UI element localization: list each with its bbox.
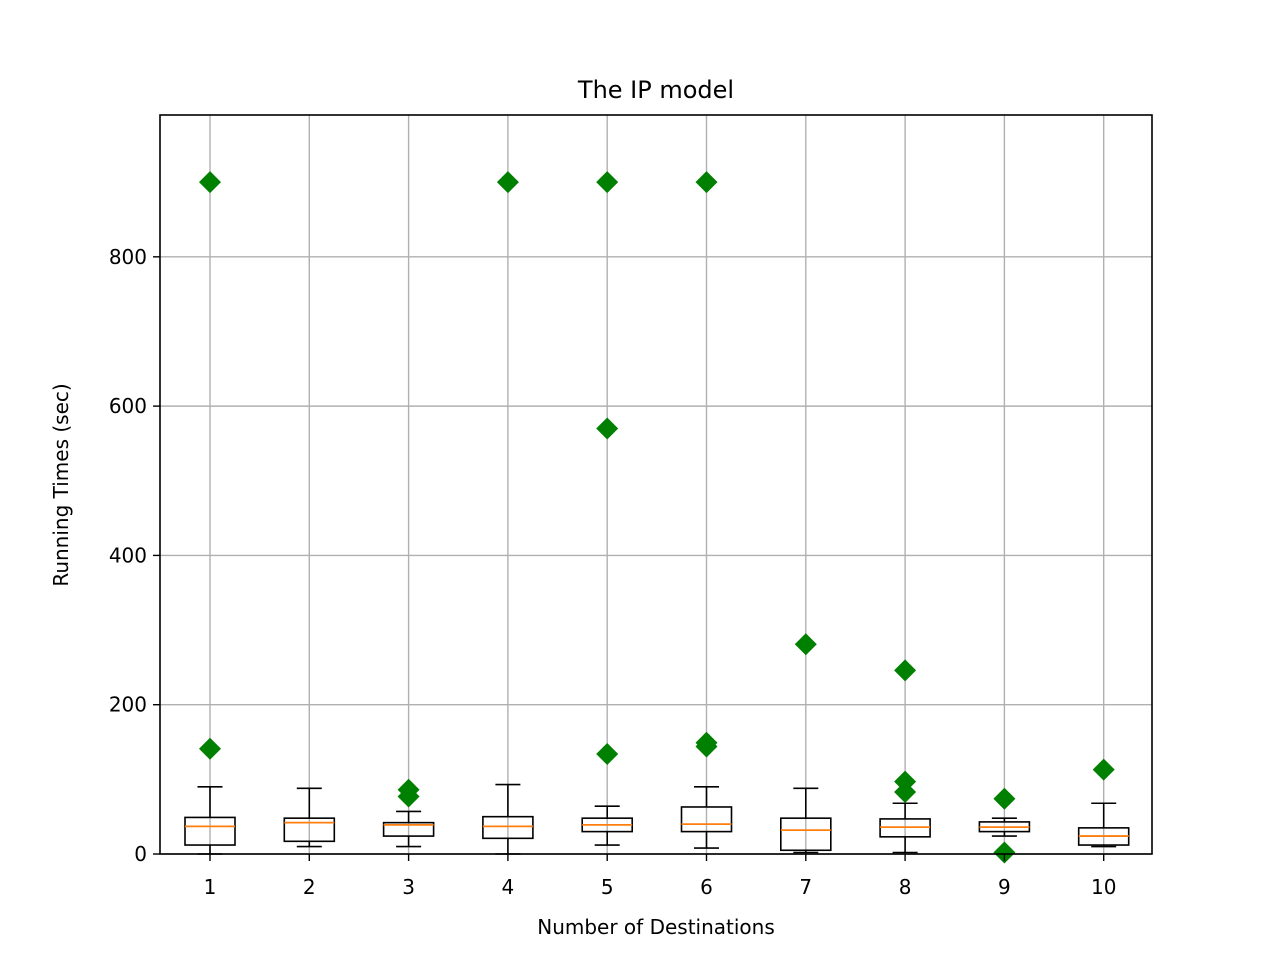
box-group-2 xyxy=(283,787,336,848)
outlier-marker xyxy=(993,841,1016,864)
outlier-marker xyxy=(596,417,619,440)
iqr-box xyxy=(680,806,733,833)
box-group-6 xyxy=(680,786,733,849)
x-tick-label: 9 xyxy=(998,875,1011,899)
box-group-3 xyxy=(382,810,435,848)
x-tick-label: 8 xyxy=(899,875,912,899)
plot-frame xyxy=(159,114,1153,855)
y-tick-label: 400 xyxy=(109,543,147,567)
outlier-marker xyxy=(1092,758,1115,781)
box-group-10 xyxy=(1077,802,1130,848)
y-axis-label: Running Times (sec) xyxy=(49,383,73,586)
box-group-9 xyxy=(978,817,1031,837)
x-tick-label: 2 xyxy=(303,875,316,899)
box-group-7 xyxy=(779,787,832,854)
outlier-layer xyxy=(199,171,1115,864)
box-group-5 xyxy=(581,805,634,846)
iqr-box xyxy=(482,815,534,840)
outlier-marker xyxy=(596,742,619,765)
outlier-marker xyxy=(894,659,917,682)
outlier-marker xyxy=(894,781,917,804)
outlier-marker xyxy=(695,171,718,194)
x-tick-label: 5 xyxy=(601,875,614,899)
chart-title: The IP model xyxy=(577,76,734,104)
outlier-marker xyxy=(794,633,817,656)
outlier-marker xyxy=(993,787,1016,810)
x-tick-label: 1 xyxy=(204,875,217,899)
x-tick-label: 10 xyxy=(1091,875,1116,899)
outlier-marker xyxy=(199,737,221,760)
y-tick-label: 600 xyxy=(109,394,147,418)
x-axis-label: Number of Destinations xyxy=(537,915,775,939)
tick-layer: 1 2 3 4 5 6 7 8 9 10 0 200 400 600 800 xyxy=(109,245,1117,899)
x-tick-label: 7 xyxy=(799,875,812,899)
outlier-marker xyxy=(496,171,519,194)
y-tick-label: 800 xyxy=(109,245,147,269)
iqr-box xyxy=(184,816,236,846)
outlier-marker xyxy=(596,171,619,194)
outlier-marker xyxy=(397,785,420,808)
x-tick-label: 6 xyxy=(700,875,713,899)
x-tick-label: 3 xyxy=(402,875,415,899)
iqr-box xyxy=(283,817,336,843)
outlier-marker xyxy=(695,735,718,758)
y-tick-label: 200 xyxy=(109,693,147,717)
outlier-marker xyxy=(199,171,221,194)
x-tick-label: 4 xyxy=(502,875,515,899)
iqr-box xyxy=(779,817,832,852)
iqr-box xyxy=(382,821,435,837)
box-group-8 xyxy=(879,802,931,854)
y-tick-label: 0 xyxy=(134,842,147,866)
